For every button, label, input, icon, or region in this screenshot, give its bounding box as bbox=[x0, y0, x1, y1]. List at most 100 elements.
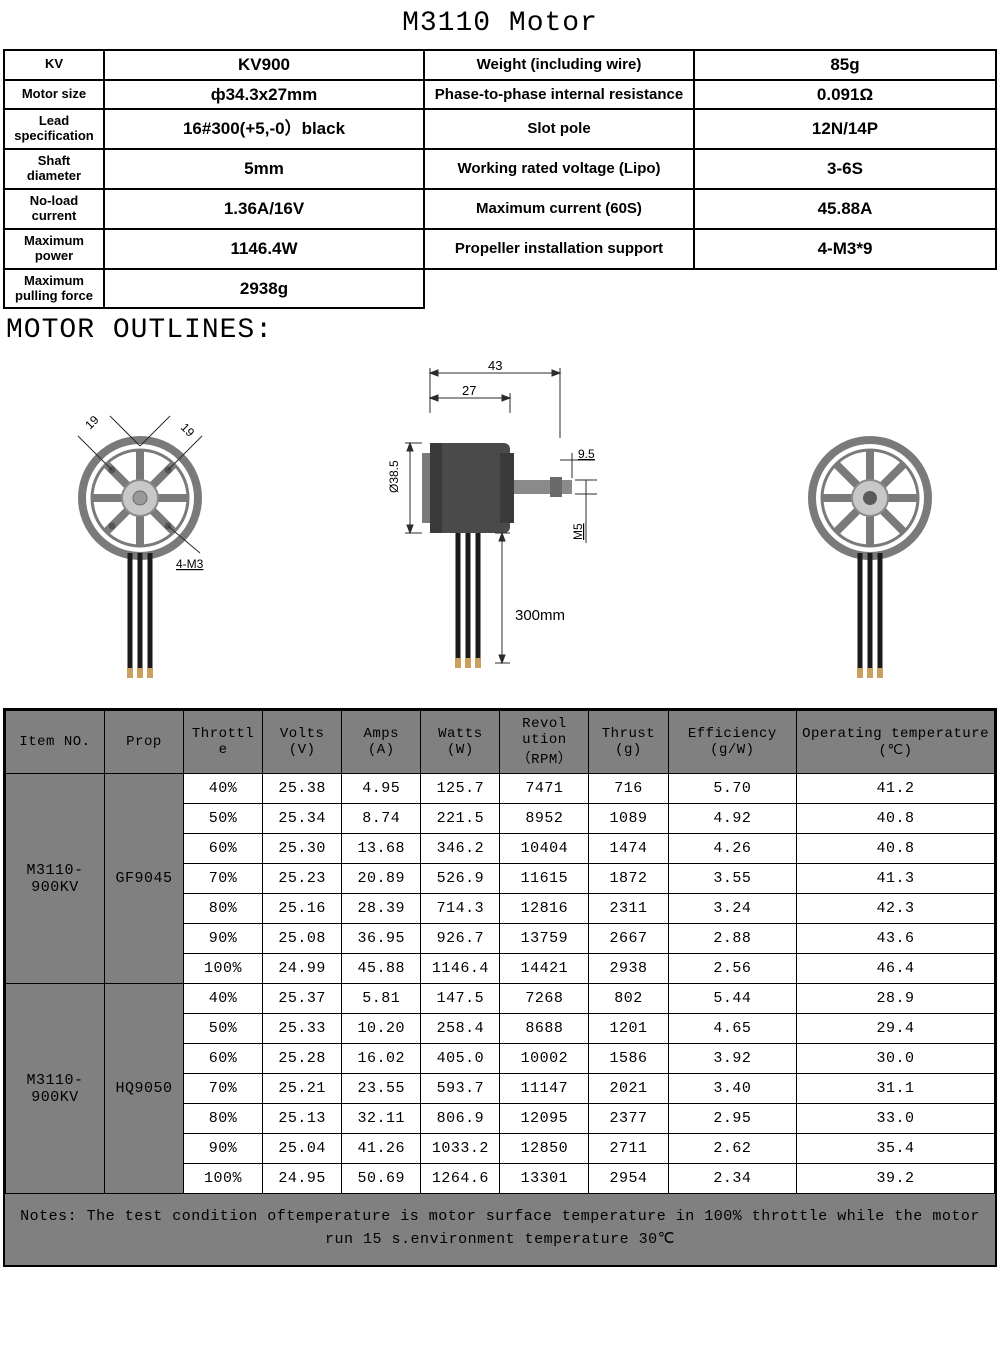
perf-cell: 23.55 bbox=[342, 1074, 421, 1104]
perf-cell: 147.5 bbox=[421, 984, 500, 1014]
dim-43: 43 bbox=[488, 358, 502, 373]
perf-cell: 32.11 bbox=[342, 1104, 421, 1134]
performance-table: Item NO.PropThrottleVolts(V)Amps(A)Watts… bbox=[5, 710, 995, 1194]
perf-cell: 35.4 bbox=[797, 1134, 995, 1164]
dim-300: 300mm bbox=[515, 607, 565, 624]
perf-cell: 2021 bbox=[589, 1074, 668, 1104]
motor-bottom-view bbox=[770, 378, 970, 678]
spec-label: Maximum power bbox=[4, 229, 104, 269]
perf-cell: 25.16 bbox=[263, 894, 342, 924]
perf-cell: 8952 bbox=[500, 804, 589, 834]
spec-row: No-load current1.36A/16VMaximum current … bbox=[4, 189, 996, 229]
spec-label: Weight (including wire) bbox=[424, 50, 694, 80]
perf-header: Watts(W) bbox=[421, 711, 500, 774]
perf-cell: 526.9 bbox=[421, 864, 500, 894]
perf-cell: 7471 bbox=[500, 774, 589, 804]
perf-cell: 1872 bbox=[589, 864, 668, 894]
perf-cell: 40.8 bbox=[797, 834, 995, 864]
dim-19b: 19 bbox=[178, 421, 198, 441]
perf-cell: 25.23 bbox=[263, 864, 342, 894]
spec-value: 5mm bbox=[104, 149, 424, 189]
perf-cell: 2938 bbox=[589, 954, 668, 984]
spec-row: KVKV900Weight (including wire)85g bbox=[4, 50, 996, 80]
perf-cell: 10.20 bbox=[342, 1014, 421, 1044]
spec-value: ф34.3x27mm bbox=[104, 80, 424, 110]
perf-header: Throttle bbox=[184, 711, 263, 774]
motor-outline-diagrams: 19 19 4-M3 bbox=[0, 348, 1000, 708]
perf-cell: 2.56 bbox=[668, 954, 797, 984]
dim-385: Ø38.5 bbox=[387, 460, 401, 493]
perf-cell: 50.69 bbox=[342, 1164, 421, 1194]
perf-cell: 60% bbox=[184, 834, 263, 864]
notes: Notes: The test condition oftemperature … bbox=[5, 1194, 995, 1265]
spec-value: 1.36A/16V bbox=[104, 189, 424, 229]
perf-cell: 4.92 bbox=[668, 804, 797, 834]
outlines-heading: MOTOR OUTLINES: bbox=[0, 309, 1000, 348]
perf-cell: 806.9 bbox=[421, 1104, 500, 1134]
perf-cell: 12816 bbox=[500, 894, 589, 924]
perf-item: M3110-900KV bbox=[6, 774, 105, 984]
perf-cell: 50% bbox=[184, 1014, 263, 1044]
spec-value: 4-M3*9 bbox=[694, 229, 996, 269]
spec-row: Maximum power1146.4WPropeller installati… bbox=[4, 229, 996, 269]
perf-cell: 40% bbox=[184, 774, 263, 804]
perf-cell: 926.7 bbox=[421, 924, 500, 954]
perf-cell: 7268 bbox=[500, 984, 589, 1014]
perf-cell: 43.6 bbox=[797, 924, 995, 954]
performance-table-wrap: Item NO.PropThrottleVolts(V)Amps(A)Watts… bbox=[3, 708, 997, 1267]
perf-cell: 25.28 bbox=[263, 1044, 342, 1074]
perf-cell: 1146.4 bbox=[421, 954, 500, 984]
perf-cell: 258.4 bbox=[421, 1014, 500, 1044]
dim-m5: M5 bbox=[571, 523, 585, 540]
spec-label: Phase-to-phase internal resistance bbox=[424, 80, 694, 110]
spec-value: 85g bbox=[694, 50, 996, 80]
perf-prop: HQ9050 bbox=[104, 984, 183, 1194]
perf-cell: 29.4 bbox=[797, 1014, 995, 1044]
spec-label: KV bbox=[4, 50, 104, 80]
perf-cell: 1264.6 bbox=[421, 1164, 500, 1194]
perf-cell: 2954 bbox=[589, 1164, 668, 1194]
perf-cell: 2.34 bbox=[668, 1164, 797, 1194]
perf-cell: 802 bbox=[589, 984, 668, 1014]
perf-cell: 13301 bbox=[500, 1164, 589, 1194]
perf-cell: 3.92 bbox=[668, 1044, 797, 1074]
motor-top-view: 19 19 4-M3 bbox=[30, 378, 250, 678]
perf-cell: 36.95 bbox=[342, 924, 421, 954]
perf-cell: 28.9 bbox=[797, 984, 995, 1014]
perf-header: Operating temperature(℃) bbox=[797, 711, 995, 774]
perf-cell: 1033.2 bbox=[421, 1134, 500, 1164]
perf-header: Amps(A) bbox=[342, 711, 421, 774]
dim-4m3: 4-M3 bbox=[176, 557, 204, 571]
perf-cell: 42.3 bbox=[797, 894, 995, 924]
perf-cell: 2.95 bbox=[668, 1104, 797, 1134]
perf-cell: 10002 bbox=[500, 1044, 589, 1074]
perf-cell: 28.39 bbox=[342, 894, 421, 924]
perf-cell: 2711 bbox=[589, 1134, 668, 1164]
dim-95: 9.5 bbox=[578, 447, 595, 461]
perf-cell: 46.4 bbox=[797, 954, 995, 984]
perf-cell: 25.38 bbox=[263, 774, 342, 804]
perf-cell: 11615 bbox=[500, 864, 589, 894]
spec-label: Maximum pulling force bbox=[4, 269, 104, 309]
perf-cell: 2.88 bbox=[668, 924, 797, 954]
perf-cell: 16.02 bbox=[342, 1044, 421, 1074]
perf-cell: 30.0 bbox=[797, 1044, 995, 1074]
perf-cell: 13.68 bbox=[342, 834, 421, 864]
perf-row: M3110-900KVGF904540%25.384.95125.7747171… bbox=[6, 774, 995, 804]
perf-cell: 60% bbox=[184, 1044, 263, 1074]
spec-row: Lead specification16#300(+5,-0）blackSlot… bbox=[4, 109, 996, 149]
perf-cell: 1474 bbox=[589, 834, 668, 864]
perf-cell: 70% bbox=[184, 1074, 263, 1104]
spec-row: Maximum pulling force2938g bbox=[4, 269, 996, 309]
perf-cell: 10404 bbox=[500, 834, 589, 864]
spec-label: Motor size bbox=[4, 80, 104, 110]
perf-cell: 25.08 bbox=[263, 924, 342, 954]
perf-cell: 25.33 bbox=[263, 1014, 342, 1044]
perf-cell: 25.37 bbox=[263, 984, 342, 1014]
perf-cell: 2311 bbox=[589, 894, 668, 924]
spec-value: 2938g bbox=[104, 269, 424, 309]
perf-cell: 100% bbox=[184, 954, 263, 984]
perf-cell: 8688 bbox=[500, 1014, 589, 1044]
spec-value: 0.091Ω bbox=[694, 80, 996, 110]
spec-label: Lead specification bbox=[4, 109, 104, 149]
